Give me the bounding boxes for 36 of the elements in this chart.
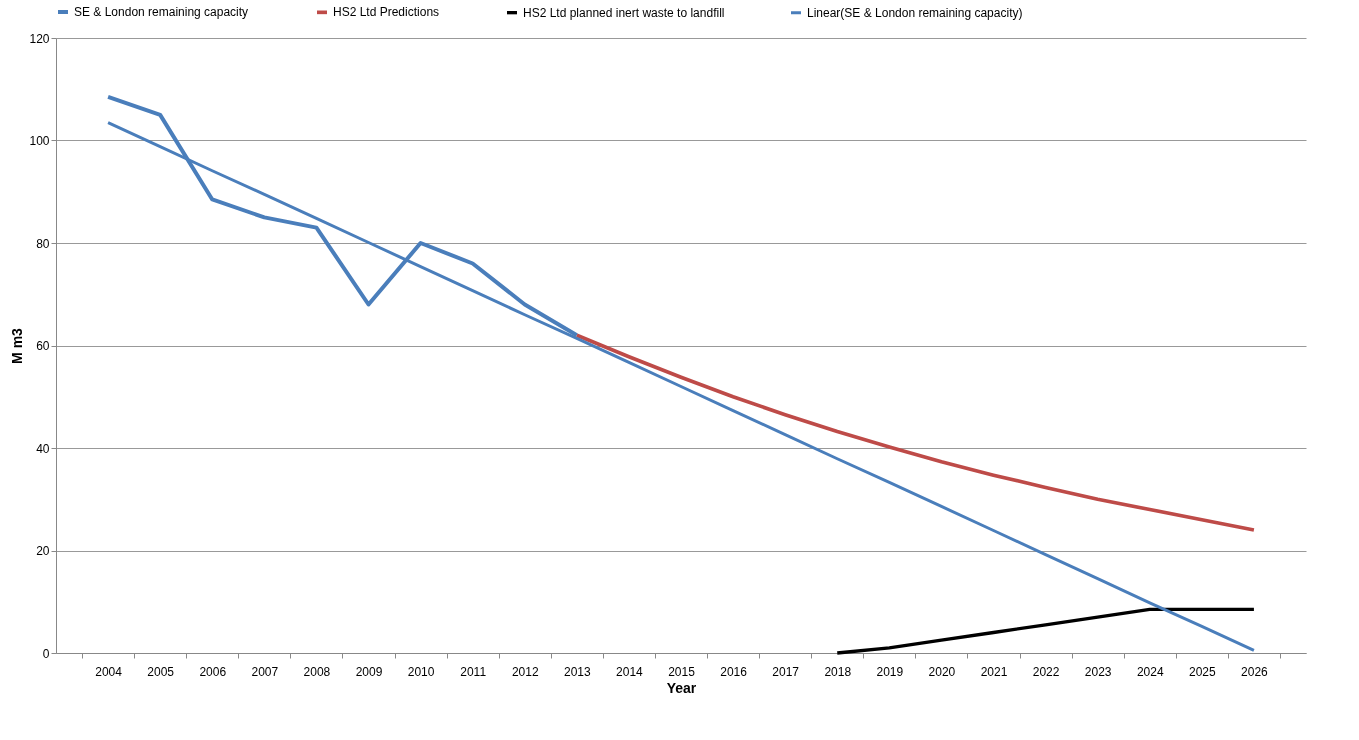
x-tick-label: 2010	[407, 664, 435, 679]
y-tick-label: 20	[36, 544, 50, 558]
y-tick-label: 120	[29, 31, 50, 46]
x-tick-label: 2025	[1188, 664, 1216, 679]
x-tick-label: 2005	[147, 664, 175, 679]
legend-label: HS2 Ltd planned inert waste to landfill	[523, 5, 725, 20]
y-tick-label: 80	[36, 236, 50, 251]
x-tick-label: 2024	[1136, 664, 1164, 679]
legend-label: Linear(SE & London remaining capacity)	[807, 5, 1023, 20]
x-tick-label: 2011	[460, 664, 487, 679]
y-tick-label: 60	[36, 339, 50, 353]
x-tick-label: 2006	[199, 664, 227, 679]
y-tick-label: 40	[36, 441, 50, 456]
x-tick-label: 2013	[563, 664, 591, 679]
x-tick-label: 2019	[876, 664, 904, 679]
x-tick-label: 2017	[772, 664, 800, 679]
y-tick-label: 100	[29, 134, 50, 148]
legend-label: HS2 Ltd Predictions	[333, 5, 440, 20]
x-tick-label: 2015	[668, 664, 696, 679]
x-tick-label: 2021	[980, 664, 1008, 679]
x-tick-label: 2008	[303, 664, 331, 679]
x-tick-label: 2026	[1241, 664, 1269, 679]
y-axis-title: M m3	[9, 327, 26, 364]
x-tick-label: 2012	[511, 664, 539, 679]
x-tick-label: 2014	[616, 664, 644, 679]
x-tick-label: 2022	[1032, 664, 1060, 679]
x-tick-label: 2004	[95, 664, 123, 679]
x-tick-label: 2007	[251, 664, 279, 679]
legend-label: SE & London remaining capacity	[74, 5, 249, 19]
x-tick-label: 2023	[1084, 664, 1112, 679]
x-tick-label: 2020	[928, 664, 956, 679]
x-tick-label: 2009	[355, 664, 383, 679]
x-tick-label: 2016	[720, 664, 748, 679]
y-tick-label: 0	[42, 646, 50, 661]
x-tick-label: 2018	[824, 664, 852, 679]
x-axis-title: Year	[666, 679, 697, 696]
